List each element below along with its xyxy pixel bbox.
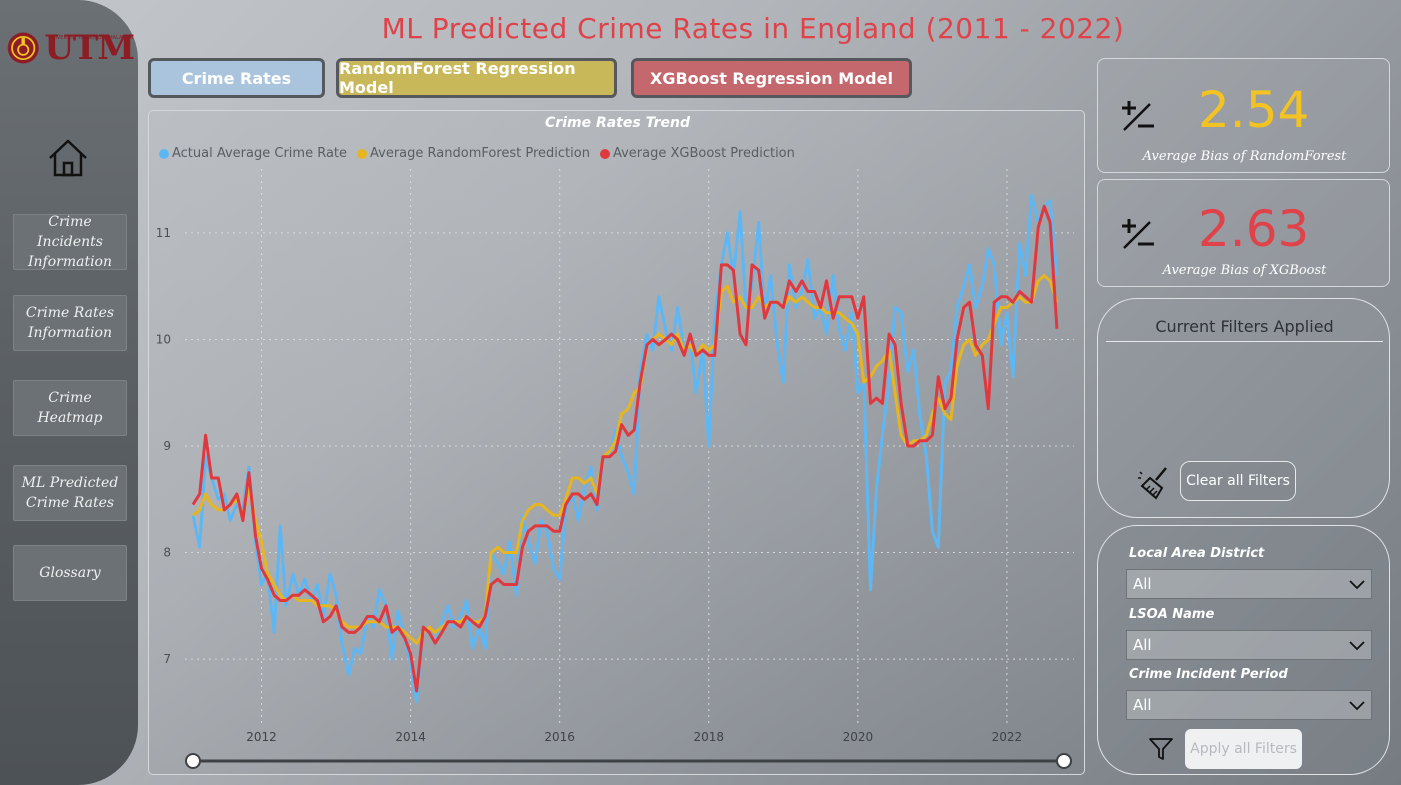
nav-crime-heatmap[interactable]: Crime Heatmap [13,380,127,436]
utm-logo: UTM [6,26,135,70]
nav-ml-predicted-crime-rates[interactable]: ML Predicted Crime Rates [13,465,127,521]
plus-minus-icon [1122,219,1154,249]
series-line-3 [191,204,1059,693]
nav-crime-incidents-information[interactable]: Crime Incidents Information [13,214,127,270]
slicer-value: All [1133,575,1152,593]
x-tick-label: 2020 [843,730,874,744]
plus-minus-icon [1122,101,1154,131]
slicer-label-local-area-district: Local Area District [1129,546,1265,561]
divider [1106,341,1383,342]
sidebar: UTM UNIVERSITI TEKNOLOGI MALAYSIA Crime … [0,0,138,785]
x-tick-label: 2018 [693,730,724,744]
kpi-card-xgboost-bias: 2.63 Average Bias of XGBoost [1097,179,1390,287]
chevron-down-icon [1349,701,1365,711]
slicer-lsoa-name[interactable]: All [1126,630,1372,660]
legend-dot-icon [159,148,169,159]
slicer-label-crime-incident-period: Crime Incident Period [1129,667,1288,682]
home-icon[interactable] [46,136,90,180]
tab-randomforest-regression-model[interactable]: RandomForest Regression Model [336,58,617,98]
kpi-card-randomforest-bias: 2.54 Average Bias of RandomForest [1097,58,1390,173]
y-tick-label: 11 [156,226,171,240]
chart-title: Crime Rates Trend [545,115,690,131]
nav-glossary[interactable]: Glossary [13,545,127,601]
range-slider-handle-end [1056,753,1072,769]
tab-xgboost-regression-model[interactable]: XGBoost Regression Model [631,58,912,98]
kpi-value: 2.63 [1198,200,1310,258]
chevron-down-icon [1349,641,1365,651]
kpi-value: 2.54 [1198,81,1310,139]
y-tick-label: 9 [163,439,171,453]
range-slider-handle-start [185,753,201,769]
x-tick-label: 2016 [544,730,575,744]
logo-subtext: UNIVERSITI TEKNOLOGI MALAYSIA [48,35,134,41]
legend-label: Actual Average Crime Rate [172,146,348,161]
utm-emblem-icon [7,32,39,64]
x-tick-label: 2014 [395,730,426,744]
y-tick-label: 10 [156,332,171,346]
filter-funnel-icon [1149,738,1173,760]
current-filters-card: Current Filters Applied Clear all Filter… [1097,298,1390,518]
tab-crime-rates[interactable]: Crime Rates [148,58,325,98]
filters-title: Current Filters Applied [1155,317,1334,336]
nav-crime-rates-information[interactable]: Crime Rates Information [13,295,127,351]
crime-rates-trend-chart: 7 8 9 10 11 2012 2014 2016 2018 2020 2022 Crime Ra… [148,110,1085,775]
page-title: ML Predicted Crime Rates in England (201… [381,12,1125,45]
slicer-label-lsoa-name: LSOA Name [1129,607,1215,622]
kpi-label: Average Bias of RandomForest [1142,149,1347,164]
y-tick-label: 7 [163,652,171,666]
kpi-label: Average Bias of XGBoost [1162,263,1327,278]
slicer-crime-incident-period[interactable]: All [1126,690,1372,720]
legend-item-xgboost: Average XGBoost Prediction [599,146,795,161]
clear-all-filters-button[interactable]: Clear all Filters [1180,461,1296,501]
chart-legend: Actual Average Crime Rate Average Random… [159,146,795,161]
x-tick-label: 2012 [246,730,277,744]
chevron-down-icon [1349,580,1365,590]
series-line-1 [191,194,1059,704]
legend-item-randomforest: Average RandomForest Prediction [357,146,590,161]
legend-label: Average RandomForest Prediction [370,146,590,161]
slicer-local-area-district[interactable]: All [1126,569,1372,599]
legend-dot-icon [357,148,368,159]
broom-icon[interactable] [1136,464,1174,502]
legend-item-actual: Actual Average Crime Rate [159,146,347,161]
legend-dot-icon [599,148,610,159]
legend-label: Average XGBoost Prediction [612,146,795,161]
y-tick-label: 8 [163,546,171,560]
line-chart-svg: 7 8 9 10 11 2012 2014 2016 2018 2020 2022 [156,169,1074,769]
slicer-value: All [1133,636,1152,654]
slicer-value: All [1133,696,1152,714]
apply-all-filters-button[interactable]: Apply all Filters [1185,729,1302,769]
logo-text: UTM [44,28,135,68]
x-tick-label: 2022 [992,730,1023,744]
slicers-card: Local Area District All LSOA Name All Cr… [1097,525,1390,775]
